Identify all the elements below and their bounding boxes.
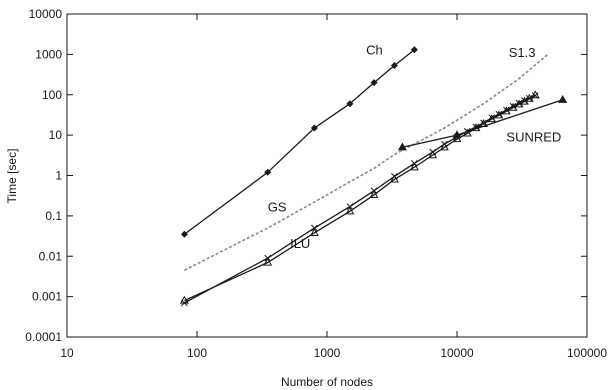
data-point-ilu: [487, 114, 497, 123]
data-point-ilu: [179, 295, 189, 304]
x-tick-label: 100: [187, 346, 207, 360]
data-point-ch: [180, 230, 188, 238]
data-point-ch: [410, 46, 418, 54]
y-tick-label: 0.01: [39, 249, 63, 263]
data-point-ilu: [494, 110, 504, 119]
y-tick-label: 0.0001: [25, 330, 62, 344]
series-line-ch: [184, 49, 415, 235]
data-point-ilu: [471, 123, 481, 132]
series-gs: [181, 92, 539, 307]
data-point-sunred: [397, 142, 407, 151]
series-labels-group: Ch S1.3 SUNRED GS ILU: [268, 42, 562, 251]
data-point-ilu: [345, 206, 355, 215]
x-tick-label: 1000: [314, 346, 341, 360]
series-label-s1-3: S1.3: [509, 45, 536, 60]
series-ilu: [179, 90, 540, 304]
data-point-ilu: [263, 257, 273, 266]
x-axis-label: Number of nodes: [281, 375, 373, 389]
y-tick-label: 10: [49, 128, 63, 142]
series-label-ch: Ch: [366, 42, 383, 57]
y-tick-label: 10000: [29, 7, 63, 21]
series-label-sunred: SUNRED: [506, 129, 561, 144]
data-point-sunred: [452, 130, 462, 139]
data-point-ilu: [409, 162, 419, 171]
series-s1-3: [184, 53, 549, 271]
series-sunred: [397, 94, 568, 151]
data-point-ch: [370, 79, 378, 87]
data-point-sunred: [558, 94, 568, 103]
x-tick-label: 100000: [567, 346, 607, 360]
series-label-gs: GS: [268, 199, 287, 214]
data-point-ch: [346, 100, 354, 108]
x-axis-ticks: 10 100 1000 10000 100000: [60, 14, 607, 360]
series-label-ilu: ILU: [290, 236, 310, 251]
y-tick-label: 0.1: [45, 209, 62, 223]
plot-area-border: [66, 13, 588, 338]
data-point-ilu: [530, 90, 540, 99]
series-ch: [180, 46, 418, 238]
y-tick-label: 100: [42, 88, 62, 102]
y-tick-label: 1: [55, 169, 62, 183]
series-line-ilu: [184, 94, 536, 302]
y-axis-label: Time [sec]: [5, 149, 19, 204]
x-tick-label: 10000: [440, 346, 474, 360]
data-point-ilu: [428, 150, 438, 159]
data-point-ilu: [452, 134, 462, 143]
data-point-ch: [390, 62, 398, 70]
data-point-ilu: [369, 190, 379, 199]
data-point-ilu: [439, 142, 449, 151]
y-axis-ticks: 0.0001 0.001 0.01 0.1 1 10 100 1000 10000: [25, 7, 587, 344]
y-tick-label: 0.001: [32, 290, 62, 304]
plot-frame: [66, 13, 588, 338]
series-group: [179, 46, 568, 307]
data-point-ch: [264, 168, 272, 176]
x-tick-label: 10: [60, 346, 74, 360]
data-point-ilu: [309, 228, 319, 236]
data-point-ilu: [389, 174, 399, 183]
data-point-ilu: [501, 106, 511, 115]
data-point-ch: [310, 124, 318, 132]
y-tick-label: 1000: [35, 47, 62, 61]
series-line-s1-3: [184, 53, 549, 271]
